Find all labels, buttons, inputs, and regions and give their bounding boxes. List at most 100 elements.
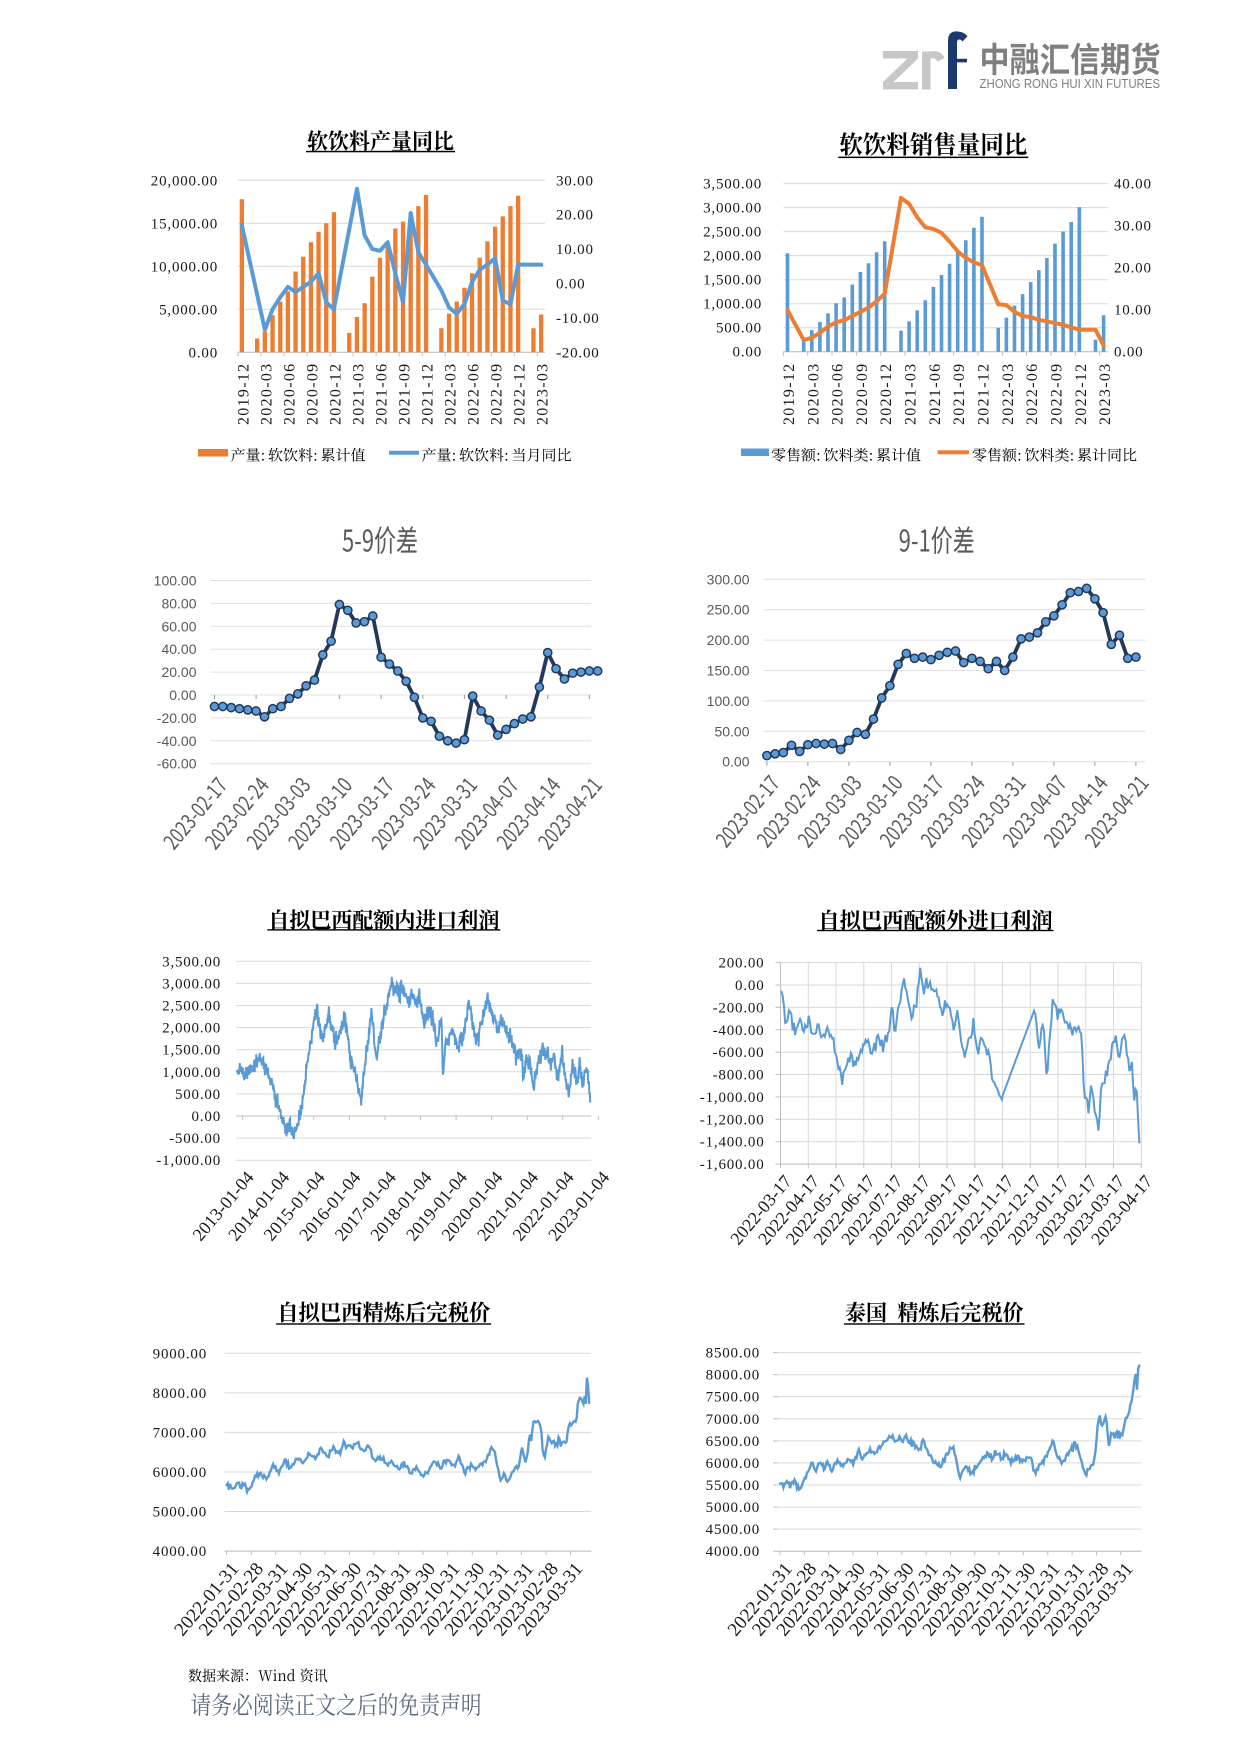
svg-text:2023-03: 2023-03 [535, 363, 552, 425]
svg-text:2022-12: 2022-12 [512, 363, 529, 425]
svg-text:2021-03: 2021-03 [351, 363, 368, 425]
svg-text:40.00: 40.00 [1114, 177, 1152, 193]
svg-text:20.00: 20.00 [161, 664, 196, 680]
svg-text:3,000.00: 3,000.00 [703, 201, 762, 217]
svg-text:30.00: 30.00 [1114, 219, 1152, 235]
svg-text:-1,200.00: -1,200.00 [700, 1112, 765, 1128]
svg-text:10.00: 10.00 [1114, 303, 1152, 319]
svg-text:-40.00: -40.00 [157, 733, 197, 749]
svg-text:0.00: 0.00 [556, 277, 585, 293]
svg-text:-60.00: -60.00 [157, 756, 197, 772]
svg-text:1,500.00: 1,500.00 [162, 1043, 221, 1059]
svg-text:100.00: 100.00 [154, 573, 197, 589]
svg-text:2022-06: 2022-06 [466, 363, 483, 425]
svg-text:2020-09: 2020-09 [854, 363, 871, 425]
svg-text:60.00: 60.00 [161, 618, 196, 634]
svg-text:2023-03: 2023-03 [1097, 363, 1114, 425]
svg-text:2022-12: 2022-12 [1073, 363, 1090, 425]
svg-text:300.00: 300.00 [707, 571, 750, 587]
svg-text:2019-12: 2019-12 [235, 363, 252, 425]
svg-text:100.00: 100.00 [707, 693, 750, 709]
svg-text:2020-06: 2020-06 [281, 363, 298, 425]
svg-text:80.00: 80.00 [161, 595, 196, 611]
svg-text:4000.00: 4000.00 [706, 1544, 760, 1560]
svg-text:40.00: 40.00 [161, 641, 196, 657]
svg-text:5500.00: 5500.00 [706, 1478, 760, 1494]
svg-text:8000.00: 8000.00 [153, 1386, 207, 1402]
svg-text:9000.00: 9000.00 [153, 1346, 207, 1362]
svg-text:20,000.00: 20,000.00 [151, 173, 218, 189]
svg-text:15,000.00: 15,000.00 [151, 216, 218, 232]
svg-text:2020-09: 2020-09 [304, 363, 321, 425]
svg-text:0.00: 0.00 [192, 1109, 221, 1125]
svg-text:2021-12: 2021-12 [420, 363, 437, 425]
svg-text:500.00: 500.00 [175, 1087, 221, 1103]
svg-text:7000.00: 7000.00 [706, 1412, 760, 1428]
svg-text:3,500.00: 3,500.00 [703, 177, 762, 193]
svg-text:30.00: 30.00 [556, 173, 594, 189]
svg-text:2021-03: 2021-03 [903, 363, 920, 425]
svg-text:3,000.00: 3,000.00 [162, 976, 221, 992]
svg-text:2,000.00: 2,000.00 [703, 249, 762, 265]
svg-text:0.00: 0.00 [722, 754, 749, 770]
svg-text:2021-12: 2021-12 [976, 363, 993, 425]
svg-text:8500.00: 8500.00 [706, 1346, 760, 1362]
svg-text:-500.00: -500.00 [169, 1131, 221, 1147]
svg-text:2020-12: 2020-12 [327, 363, 344, 425]
svg-text:5000.00: 5000.00 [706, 1500, 760, 1516]
svg-text:2021-09: 2021-09 [951, 363, 968, 425]
svg-text:7500.00: 7500.00 [706, 1390, 760, 1406]
svg-text:50.00: 50.00 [714, 723, 749, 739]
svg-text:2020-06: 2020-06 [830, 363, 847, 425]
svg-text:2020-12: 2020-12 [878, 363, 895, 425]
svg-text:-200.00: -200.00 [713, 1000, 765, 1016]
svg-text:-400.00: -400.00 [713, 1023, 765, 1039]
svg-text:6500.00: 6500.00 [706, 1434, 760, 1450]
svg-text:-10.00: -10.00 [556, 311, 600, 327]
svg-text:150.00: 150.00 [707, 663, 750, 679]
svg-text:ZHONG RONG HUI XIN FUTURES: ZHONG RONG HUI XIN FUTURES [980, 76, 1161, 91]
svg-text:3,500.00: 3,500.00 [162, 954, 221, 970]
svg-text:1,000.00: 1,000.00 [703, 297, 762, 313]
svg-text:2021-06: 2021-06 [374, 363, 391, 425]
svg-text:200.00: 200.00 [707, 632, 750, 648]
svg-text:1,500.00: 1,500.00 [703, 273, 762, 289]
svg-text:0.00: 0.00 [169, 687, 196, 703]
svg-text:500.00: 500.00 [716, 321, 762, 337]
svg-text:2022-03: 2022-03 [1000, 363, 1017, 425]
svg-text:20.00: 20.00 [1114, 261, 1152, 277]
svg-text:5000.00: 5000.00 [153, 1505, 207, 1521]
svg-text:10.00: 10.00 [556, 242, 594, 258]
svg-text:8000.00: 8000.00 [706, 1368, 760, 1384]
svg-text:2022-09: 2022-09 [1049, 363, 1066, 425]
svg-text:-800.00: -800.00 [713, 1068, 765, 1084]
svg-text:200.00: 200.00 [718, 956, 764, 972]
svg-text:6000.00: 6000.00 [706, 1456, 760, 1472]
svg-text:5,000.00: 5,000.00 [159, 302, 218, 318]
svg-text:2021-09: 2021-09 [397, 363, 414, 425]
svg-text:-600.00: -600.00 [713, 1045, 765, 1061]
svg-text:0.00: 0.00 [733, 345, 762, 361]
svg-text:250.00: 250.00 [707, 602, 750, 618]
svg-text:0.00: 0.00 [735, 978, 764, 994]
svg-text:2,500.00: 2,500.00 [703, 225, 762, 241]
svg-text:2019-12: 2019-12 [781, 363, 798, 425]
svg-text:-1,000.00: -1,000.00 [700, 1090, 765, 1106]
svg-text:2022-03: 2022-03 [443, 363, 460, 425]
svg-text:2021-06: 2021-06 [927, 363, 944, 425]
svg-text:-1,600.00: -1,600.00 [700, 1157, 765, 1173]
svg-text:20.00: 20.00 [556, 208, 594, 224]
svg-text:-20.00: -20.00 [556, 345, 600, 361]
svg-text:2020-03: 2020-03 [805, 363, 822, 425]
svg-text:2,500.00: 2,500.00 [162, 999, 221, 1015]
svg-text:10,000.00: 10,000.00 [151, 259, 218, 275]
svg-text:0.00: 0.00 [1114, 345, 1143, 361]
svg-text:2020-03: 2020-03 [258, 363, 275, 425]
svg-text:4500.00: 4500.00 [706, 1522, 760, 1538]
svg-text:0.00: 0.00 [189, 345, 218, 361]
svg-text:-1,400.00: -1,400.00 [700, 1135, 765, 1151]
svg-text:-20.00: -20.00 [157, 710, 197, 726]
svg-text:2,000.00: 2,000.00 [162, 1021, 221, 1037]
svg-text:7000.00: 7000.00 [153, 1425, 207, 1441]
svg-text:6000.00: 6000.00 [153, 1465, 207, 1481]
